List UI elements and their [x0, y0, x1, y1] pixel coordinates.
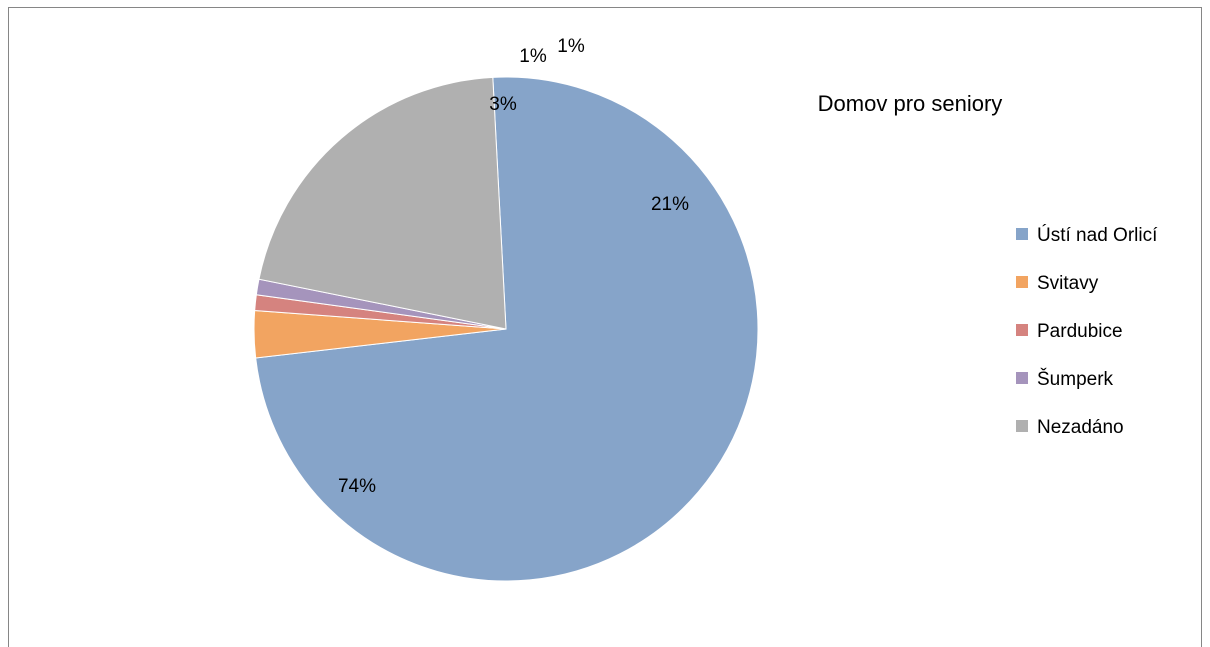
chart-title: Domov pro seniory [818, 91, 1003, 116]
legend-swatch-4 [1016, 372, 1028, 384]
pie-slice-5 [258, 76, 507, 330]
legend-swatch-5 [1016, 420, 1028, 432]
data-label-2: 3% [489, 94, 517, 115]
data-label-3: 1% [519, 46, 547, 67]
data-label-5: 21% [651, 194, 689, 215]
legend-label-2: Svitavy [1037, 273, 1099, 294]
chart-frame [8, 7, 1202, 647]
legend-swatch-1 [1016, 228, 1028, 240]
data-label-1: 74% [338, 476, 376, 497]
data-labels: 74% 3% 1% 1% 21% [338, 36, 689, 497]
legend-label-4: Šumperk [1037, 368, 1114, 390]
pie-slices [253, 76, 759, 582]
pie-slice-1 [255, 76, 759, 582]
legend-label-1: Ústí nad Orlicí [1037, 224, 1158, 246]
legend-swatch-2 [1016, 276, 1028, 288]
data-label-4: 1% [557, 36, 585, 57]
legend-label-5: Nezadáno [1037, 417, 1124, 438]
legend: Ústí nad Orlicí Svitavy Pardubice Šumperk Ne… [1016, 224, 1158, 438]
legend-label-3: Pardubice [1037, 321, 1123, 342]
legend-swatch-3 [1016, 324, 1028, 336]
